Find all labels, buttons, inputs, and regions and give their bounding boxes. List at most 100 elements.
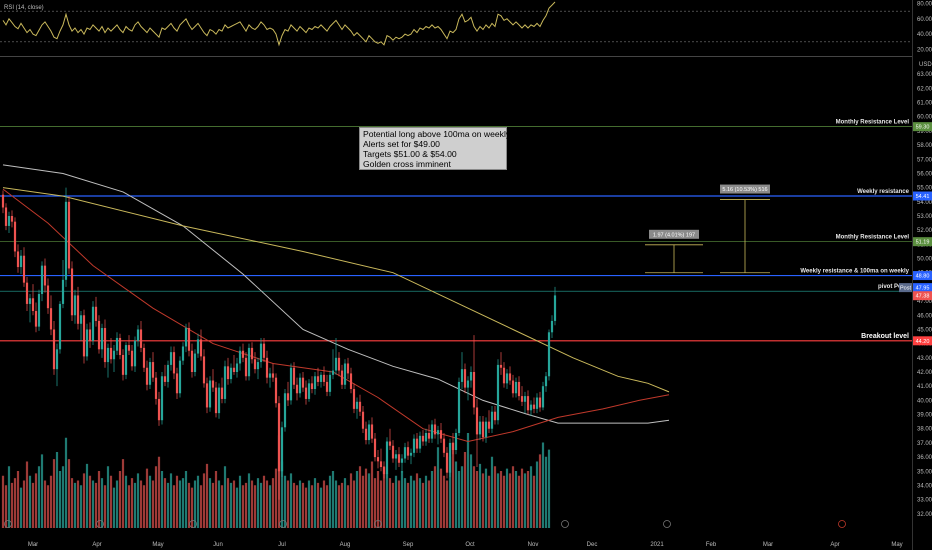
candle-body	[178, 360, 182, 394]
candle-body	[433, 424, 437, 435]
candle-body	[160, 376, 164, 421]
candle-body	[85, 329, 89, 357]
candle-body	[418, 435, 422, 449]
candle-body	[211, 380, 215, 388]
candle-body	[406, 447, 410, 456]
rsi-tick-label: 20.00	[917, 47, 932, 53]
candle-body	[199, 339, 203, 357]
volume-bar	[178, 480, 182, 528]
event-marker	[4, 520, 12, 528]
volume-bar	[361, 475, 365, 528]
volume-bar	[484, 468, 488, 528]
candle-body	[307, 383, 311, 399]
level-badge	[913, 191, 932, 201]
price-tick-label: 32.00	[917, 512, 932, 518]
volume-bar	[67, 459, 71, 528]
candle-body	[115, 337, 119, 351]
event-marker	[561, 520, 569, 528]
candle-body	[550, 320, 554, 333]
candle-body	[49, 308, 53, 330]
candle-body	[451, 442, 455, 450]
volume-bar	[112, 487, 116, 528]
volume-bar	[157, 456, 161, 528]
note-line-1: Potential long above 100ma on weekly .	[363, 129, 515, 139]
candle-body	[79, 315, 83, 324]
level-badge	[913, 237, 932, 247]
volume-bar	[193, 480, 197, 528]
candle-body	[34, 311, 38, 327]
price-badge-text: 47.95	[916, 286, 930, 292]
volume-bar	[337, 485, 341, 528]
volume-bar	[181, 478, 185, 528]
level-badge-text: 59.30	[916, 125, 930, 131]
candle-body	[130, 350, 134, 367]
volume-bar	[268, 485, 272, 528]
time-tick-label: 2021	[650, 542, 664, 548]
candle-body	[247, 347, 251, 377]
volume-bar	[208, 478, 212, 528]
candle-body	[334, 357, 338, 371]
candle-body	[196, 339, 200, 354]
price-tick-label: 54.00	[917, 200, 932, 206]
volume-bar	[199, 485, 203, 528]
level-badge	[913, 122, 932, 132]
volume-bar	[283, 475, 287, 528]
candle-body	[256, 362, 260, 370]
level-label: Weekly resistance	[857, 189, 910, 195]
price-axis-unit: USD	[919, 62, 932, 68]
candle-body	[529, 404, 533, 411]
candle-body	[532, 404, 536, 409]
volume-bar	[439, 468, 443, 528]
volume-bar	[427, 480, 431, 528]
candle-body	[103, 328, 107, 363]
candle-body	[118, 337, 122, 355]
volume-bar	[109, 475, 113, 528]
volume-bar	[544, 456, 548, 528]
candle-body	[184, 328, 188, 347]
annotation-note[interactable]: Potential long above 100ma on weekly . A…	[359, 127, 515, 170]
candle-body	[469, 372, 473, 381]
candle-body	[208, 380, 212, 408]
event-marker	[374, 520, 382, 528]
candle-body	[244, 357, 248, 377]
rsi-label: RSI (14, close)	[4, 5, 44, 11]
price-badge	[913, 283, 932, 293]
volume-bar	[400, 471, 404, 528]
candle-body	[142, 347, 146, 368]
candle-body	[157, 398, 161, 421]
candle-body	[229, 367, 233, 380]
volume-bar	[307, 480, 311, 528]
volume-bar	[271, 478, 275, 528]
volume-bar	[346, 485, 350, 528]
candle-body	[46, 285, 50, 309]
volume-bar	[106, 466, 110, 528]
candle-body	[274, 377, 278, 404]
volume-bar	[139, 480, 143, 528]
volume-bar	[148, 475, 152, 528]
time-tick-label: Apr	[92, 542, 101, 548]
volume-bar	[547, 449, 551, 528]
volume-bar	[499, 471, 503, 528]
candle-body	[391, 445, 395, 459]
note-line-4: Golden cross imminent	[363, 159, 451, 169]
candle-body	[148, 362, 152, 385]
candle-body	[223, 366, 227, 399]
volume-bar	[376, 471, 380, 528]
candle-body	[310, 383, 314, 390]
candle-body	[304, 387, 308, 399]
candle-body	[349, 373, 353, 390]
volume-bar	[136, 473, 140, 528]
candle-body	[463, 369, 467, 388]
candle-body	[292, 367, 296, 385]
volume-bar	[244, 482, 248, 528]
event-marker	[663, 520, 671, 528]
volume-bar	[352, 480, 356, 528]
volume-bar	[430, 471, 434, 528]
volume-bar	[82, 473, 86, 528]
measure-label: 5.16 (10.53%) 516	[722, 187, 767, 193]
time-tick-label: May	[891, 542, 902, 548]
volume-bar	[28, 475, 32, 528]
candle-body	[379, 461, 383, 468]
candle-body	[121, 354, 125, 375]
